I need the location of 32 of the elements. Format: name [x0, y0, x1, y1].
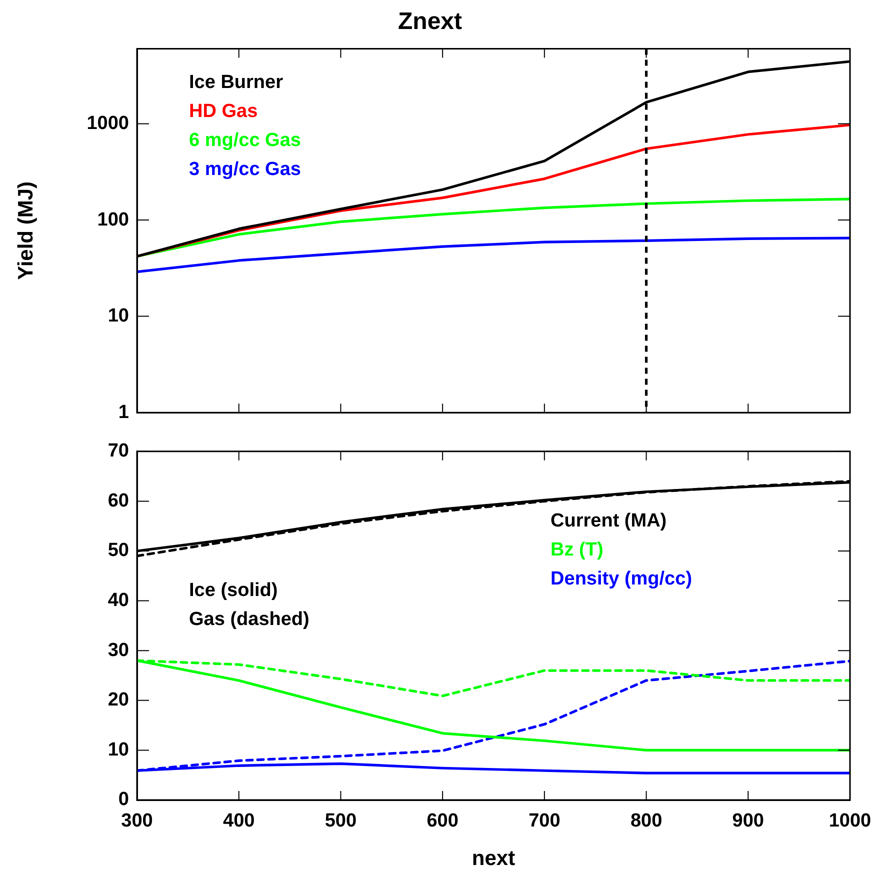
legend-label: Ice Burner: [189, 72, 284, 94]
x-tick-label: 600: [426, 810, 458, 832]
x-tick-label: 500: [324, 810, 357, 832]
y-tick-label: 60: [108, 490, 129, 512]
chart-title: Znext: [398, 8, 462, 36]
y-tick-label: 70: [108, 440, 129, 462]
x-tick-label: 900: [732, 810, 764, 832]
text: HD Gas: [189, 101, 258, 122]
text: 6 mg/cc Gas: [189, 130, 301, 152]
x-tick-label: 700: [528, 810, 560, 832]
y-tick-label: 0: [118, 789, 129, 810]
y-tick-label: 30: [108, 640, 129, 661]
x-tick-label: 800: [630, 810, 662, 832]
text: 3 mg/cc Gas: [189, 159, 301, 180]
y-tick-label: 100: [97, 209, 129, 230]
y-tick-label: 1000: [86, 112, 129, 134]
text: Density (mg/cc): [550, 568, 692, 590]
annotation: Ice (solid): [189, 580, 278, 602]
annotation: Gas (dashed): [189, 609, 310, 630]
x-tick-label: 400: [223, 810, 255, 832]
y-tick-label: 10: [108, 739, 129, 760]
y-tick-label: 1: [118, 402, 130, 423]
y-tick-label: 40: [108, 590, 129, 612]
text: Bz (T): [550, 539, 604, 560]
x-tick-label: 1000: [828, 810, 872, 832]
series-label: Current (MA): [550, 510, 667, 532]
y-axis-title: Yield (MJ): [14, 181, 38, 280]
y-tick-label: 20: [108, 690, 129, 711]
y-tick-label: 10: [108, 306, 129, 327]
y-tick-label: 50: [108, 540, 129, 562]
x-axis-title: next: [472, 847, 516, 870]
x-tick-label: 300: [121, 810, 153, 832]
